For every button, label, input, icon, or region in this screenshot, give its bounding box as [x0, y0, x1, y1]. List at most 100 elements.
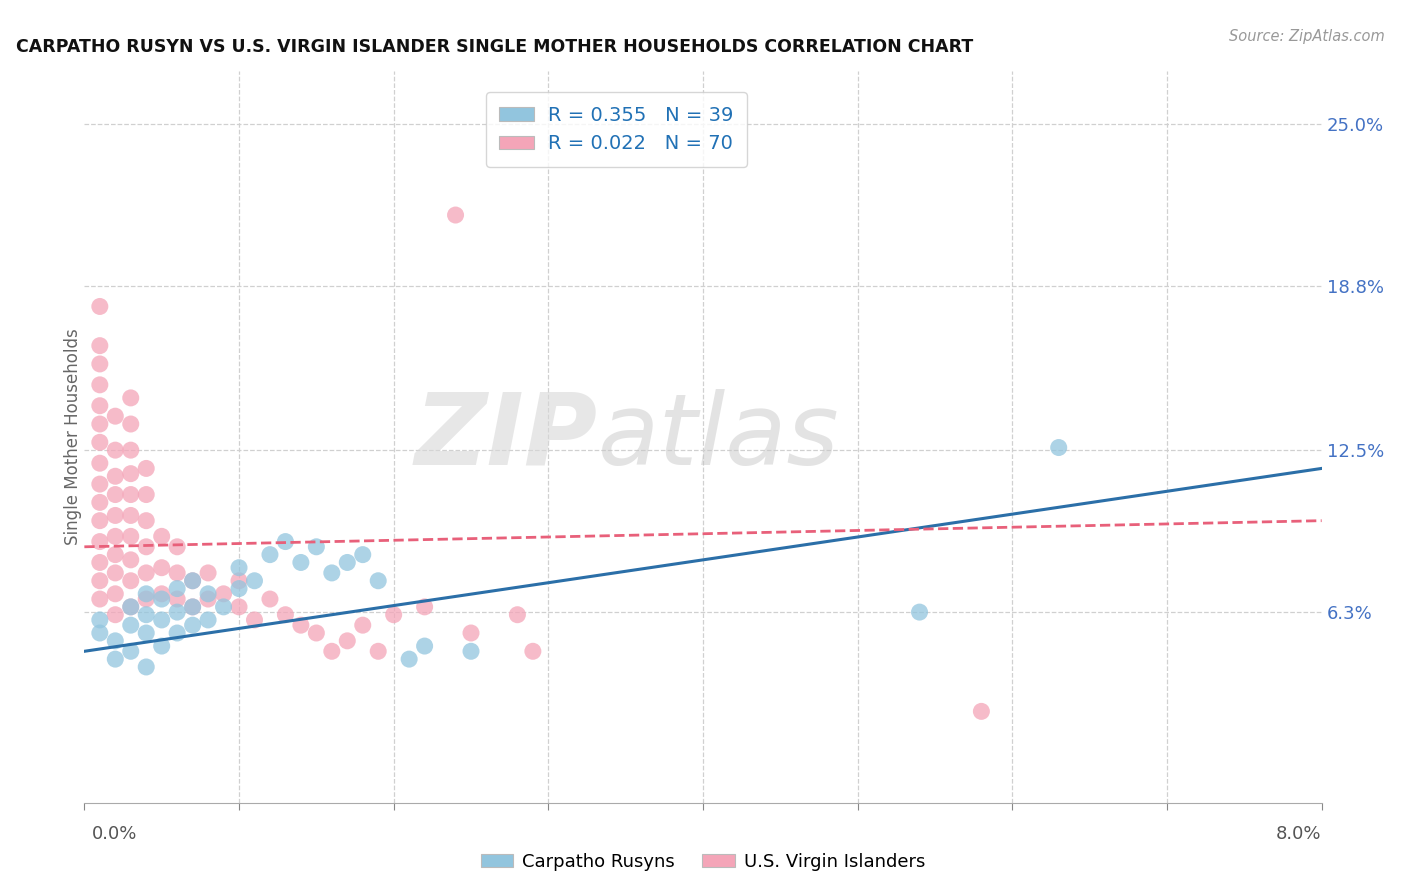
- Point: [506, 607, 529, 622]
- Y-axis label: Single Mother Households: Single Mother Households: [65, 329, 82, 545]
- Point: [305, 540, 328, 554]
- Text: ZIP: ZIP: [415, 389, 598, 485]
- Point: [135, 592, 157, 607]
- Point: [336, 633, 359, 648]
- Point: [290, 618, 312, 632]
- Point: [150, 560, 173, 574]
- Point: [104, 566, 127, 580]
- Point: [104, 469, 127, 483]
- Point: [352, 548, 374, 562]
- Point: [228, 560, 250, 574]
- Point: [398, 652, 420, 666]
- Point: [321, 566, 343, 580]
- Point: [89, 574, 111, 588]
- Point: [274, 534, 297, 549]
- Point: [104, 633, 127, 648]
- Point: [135, 461, 157, 475]
- Point: [243, 574, 266, 588]
- Point: [228, 574, 250, 588]
- Point: [166, 605, 188, 619]
- Point: [135, 566, 157, 580]
- Point: [321, 644, 343, 658]
- Point: [243, 613, 266, 627]
- Point: [305, 626, 328, 640]
- Point: [104, 409, 127, 424]
- Point: [197, 613, 219, 627]
- Point: [197, 566, 219, 580]
- Point: [228, 582, 250, 596]
- Point: [367, 644, 389, 658]
- Point: [444, 208, 467, 222]
- Point: [89, 534, 111, 549]
- Point: [89, 435, 111, 450]
- Point: [104, 508, 127, 523]
- Point: [135, 607, 157, 622]
- Point: [135, 660, 157, 674]
- Point: [104, 548, 127, 562]
- Point: [181, 574, 204, 588]
- Point: [413, 599, 436, 614]
- Point: [290, 556, 312, 570]
- Point: [89, 357, 111, 371]
- Point: [120, 618, 142, 632]
- Point: [1047, 441, 1070, 455]
- Text: 0.0%: 0.0%: [91, 825, 136, 843]
- Point: [120, 599, 142, 614]
- Point: [89, 417, 111, 431]
- Point: [89, 613, 111, 627]
- Point: [135, 540, 157, 554]
- Point: [150, 529, 173, 543]
- Text: CARPATHO RUSYN VS U.S. VIRGIN ISLANDER SINGLE MOTHER HOUSEHOLDS CORRELATION CHAR: CARPATHO RUSYN VS U.S. VIRGIN ISLANDER S…: [17, 38, 973, 56]
- Point: [413, 639, 436, 653]
- Point: [120, 599, 142, 614]
- Point: [166, 566, 188, 580]
- Point: [104, 443, 127, 458]
- Point: [166, 540, 188, 554]
- Point: [104, 487, 127, 501]
- Point: [166, 582, 188, 596]
- Point: [382, 607, 405, 622]
- Text: 8.0%: 8.0%: [1277, 825, 1322, 843]
- Point: [367, 574, 389, 588]
- Point: [135, 487, 157, 501]
- Point: [460, 626, 482, 640]
- Point: [274, 607, 297, 622]
- Point: [135, 514, 157, 528]
- Point: [120, 417, 142, 431]
- Point: [120, 508, 142, 523]
- Point: [120, 467, 142, 481]
- Point: [120, 443, 142, 458]
- Point: [352, 618, 374, 632]
- Point: [150, 613, 173, 627]
- Point: [89, 339, 111, 353]
- Point: [336, 556, 359, 570]
- Point: [89, 399, 111, 413]
- Point: [522, 644, 544, 658]
- Point: [181, 599, 204, 614]
- Point: [89, 477, 111, 491]
- Text: atlas: atlas: [598, 389, 839, 485]
- Point: [460, 644, 482, 658]
- Point: [104, 587, 127, 601]
- Point: [89, 495, 111, 509]
- Point: [150, 592, 173, 607]
- Point: [120, 553, 142, 567]
- Point: [120, 529, 142, 543]
- Point: [181, 574, 204, 588]
- Point: [212, 587, 235, 601]
- Point: [120, 574, 142, 588]
- Point: [197, 587, 219, 601]
- Point: [908, 605, 931, 619]
- Point: [135, 626, 157, 640]
- Point: [89, 377, 111, 392]
- Point: [89, 626, 111, 640]
- Point: [197, 592, 219, 607]
- Text: Source: ZipAtlas.com: Source: ZipAtlas.com: [1229, 29, 1385, 44]
- Point: [212, 599, 235, 614]
- Point: [135, 587, 157, 601]
- Point: [89, 514, 111, 528]
- Point: [104, 607, 127, 622]
- Point: [259, 592, 281, 607]
- Point: [120, 487, 142, 501]
- Point: [228, 599, 250, 614]
